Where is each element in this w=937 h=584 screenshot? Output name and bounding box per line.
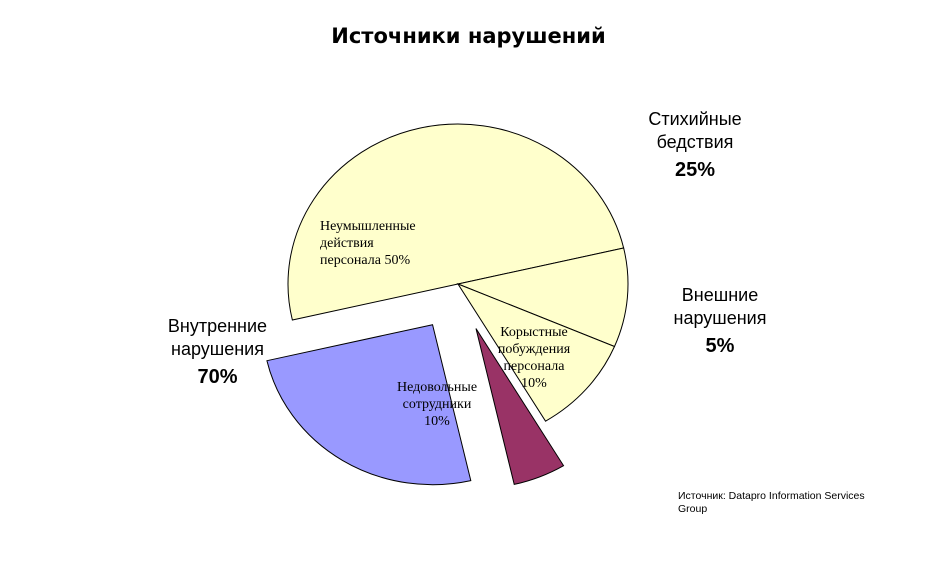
label-internal-percent: 70%	[197, 366, 238, 388]
slice-label-accidental: Неумышленные действия персонала 50%	[320, 218, 460, 269]
slice-label-disgruntled: Недовольные сотрудники 10%	[382, 379, 492, 430]
slice-disgruntled-line2: сотрудники	[402, 397, 472, 412]
slice-label-greed: Корыстные побуждения персонала 10%	[484, 324, 584, 392]
label-internal-line1: Внутренние	[167, 316, 268, 336]
slice-disgruntled-line1: Недовольные	[396, 380, 478, 395]
source-note: Источник: Datapro Information Services G…	[678, 490, 918, 516]
label-disasters-line2: бедствия	[656, 132, 734, 152]
label-disasters-percent: 25%	[674, 159, 716, 181]
slice-disgruntled-line3: 10%	[424, 414, 450, 429]
label-disasters-line1: Стихийные	[648, 109, 742, 129]
label-natural-disasters: Стихийные бедствия 25%	[630, 108, 760, 182]
label-external-violations: Внешние нарушения 5%	[655, 284, 785, 358]
label-internal-line2: нарушения	[171, 339, 264, 359]
slice-greed-line2: побуждения	[497, 342, 571, 357]
slice-accidental	[287, 123, 625, 321]
slice-accidental-line2: действия	[320, 236, 374, 251]
slice-accidental-line1: Неумышленные	[320, 219, 416, 234]
slice-greed	[456, 282, 616, 422]
slice-accidental-line3: персонала 50%	[320, 253, 411, 268]
slice-greed-line3: персонала	[503, 359, 565, 374]
slice-disgruntled	[456, 247, 629, 348]
chart-title: Источники нарушений	[331, 24, 606, 48]
source-line1: Источник: Datapro Information Services	[678, 490, 865, 502]
label-external-line2: нарушения	[673, 308, 767, 328]
pie-slices	[266, 123, 629, 486]
label-internal-violations: Внутренние нарушения 70%	[145, 315, 290, 389]
slice-external	[475, 328, 565, 485]
slice-greed-line1: Корыстные	[500, 325, 568, 340]
slice-greed-line4: 10%	[521, 376, 547, 391]
slice-disasters	[266, 324, 472, 486]
source-line2: Group	[678, 503, 708, 515]
label-external-line1: Внешние	[681, 285, 759, 305]
label-external-percent: 5%	[705, 335, 735, 357]
